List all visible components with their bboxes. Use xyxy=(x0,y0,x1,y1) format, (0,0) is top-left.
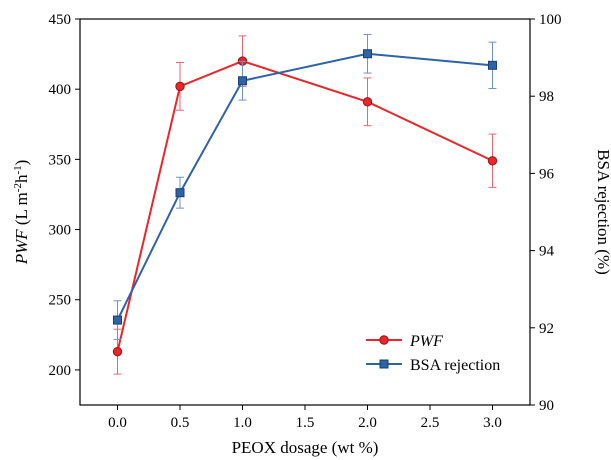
legend-pwf-label: PWF xyxy=(409,333,443,350)
left-y-tick-label: 250 xyxy=(49,293,72,309)
data-point-pwf xyxy=(112,346,123,357)
plot-frame xyxy=(79,18,531,406)
series-line-bsa-rejection xyxy=(116,52,493,321)
plot-area xyxy=(79,18,531,406)
data-point-bsa-rejection xyxy=(175,188,185,198)
x-axis-title: PEOX dosage (wt %) xyxy=(232,438,379,457)
x-tick-label: 3.0 xyxy=(483,415,502,431)
x-axis: 0.0 0.5 1.0 1.5 2.0 2.5 3.0 xyxy=(108,405,502,431)
right-y-tick-label: 98 xyxy=(539,89,554,105)
left-y-tick-label: 200 xyxy=(49,363,72,379)
x-tick-label: 2.0 xyxy=(358,415,377,431)
left-y-tick-label: 350 xyxy=(49,152,72,168)
left-y-axis-title-h: h xyxy=(12,174,31,183)
right-y-tick-label: 100 xyxy=(539,12,562,28)
right-y-tick-label: 96 xyxy=(539,166,555,182)
data-point-pwf xyxy=(175,81,185,92)
right-y-axis-title: BSA rejection (%) xyxy=(594,149,611,275)
x-tick-label: 0.5 xyxy=(171,415,190,431)
left-y-axis-title-sup1: -2 xyxy=(12,183,24,192)
left-y-axis: 200 250 300 350 400 450 xyxy=(49,12,80,379)
left-y-axis-title-unit: (L m xyxy=(12,192,31,229)
left-y-tick-label: 450 xyxy=(49,12,72,28)
series-bsa-rejection xyxy=(113,33,497,340)
x-tick-label: 0.0 xyxy=(108,415,127,431)
data-point-bsa-rejection xyxy=(113,315,122,325)
x-tick-label: 2.5 xyxy=(421,415,440,431)
series-pwf xyxy=(112,35,498,375)
left-y-axis-title-close: ) xyxy=(12,160,31,166)
left-y-tick-label: 300 xyxy=(49,223,72,239)
legend: PWF BSA rejection xyxy=(366,333,500,374)
right-y-tick-label: 92 xyxy=(539,321,554,337)
left-y-axis-title: PWF (L m-2h-1) xyxy=(12,160,31,266)
series-layer xyxy=(112,33,498,375)
data-point-bsa-rejection xyxy=(363,49,372,59)
left-y-axis-title-sup2: -1 xyxy=(12,165,24,174)
right-y-axis: 90 92 94 96 98 100 xyxy=(530,12,562,414)
data-point-bsa-rejection xyxy=(488,60,497,70)
legend-pwf-marker xyxy=(379,335,389,345)
x-tick-label: 1.5 xyxy=(296,415,315,431)
data-point-pwf xyxy=(362,97,373,107)
left-y-axis-title-pwf: PWF xyxy=(12,229,31,266)
x-tick-label: 1.0 xyxy=(233,415,252,431)
data-point-pwf xyxy=(487,156,498,166)
data-point-bsa-rejection xyxy=(238,76,247,86)
left-y-tick-label: 400 xyxy=(49,82,72,98)
legend-bsa-label: BSA rejection xyxy=(410,357,500,374)
legend-bsa-marker xyxy=(379,359,389,369)
right-y-tick-label: 90 xyxy=(539,398,554,414)
right-y-tick-label: 94 xyxy=(539,244,555,260)
